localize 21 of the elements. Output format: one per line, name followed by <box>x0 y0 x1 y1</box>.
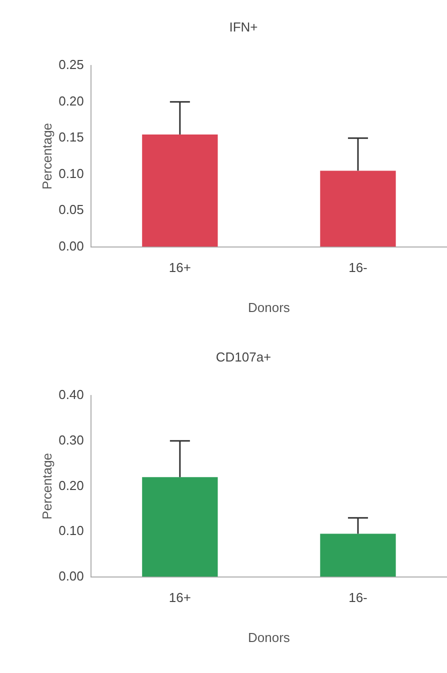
y-tick-label: 0.00 <box>58 238 84 254</box>
y-tick-label: 0.00 <box>58 568 84 584</box>
chart-title: CD107a+ <box>216 349 272 364</box>
x-axis-title: Donors <box>248 300 290 315</box>
y-tick-label: 0.10 <box>58 166 84 181</box>
x-axis-title: Donors <box>248 630 290 645</box>
y-tick-label: 0.25 <box>58 57 84 72</box>
y-axis-title: Percentage <box>39 122 54 190</box>
y-tick-label: 0.30 <box>58 432 84 448</box>
x-tick-label: 16+ <box>168 590 191 606</box>
y-tick-label: 0.20 <box>58 478 84 493</box>
y-tick-label: 0.40 <box>58 387 84 402</box>
x-tick-label: 16- <box>348 590 368 606</box>
y-tick-label: 0.20 <box>58 93 84 108</box>
y-tick-label: 0.05 <box>58 202 84 218</box>
y-tick-label: 0.15 <box>58 130 84 145</box>
x-tick-label: 16+ <box>168 260 191 276</box>
x-tick-label: 16- <box>348 260 368 276</box>
y-axis-title: Percentage <box>39 452 54 520</box>
y-tick-label: 0.10 <box>58 523 84 538</box>
chart-title: IFN+ <box>229 19 258 34</box>
